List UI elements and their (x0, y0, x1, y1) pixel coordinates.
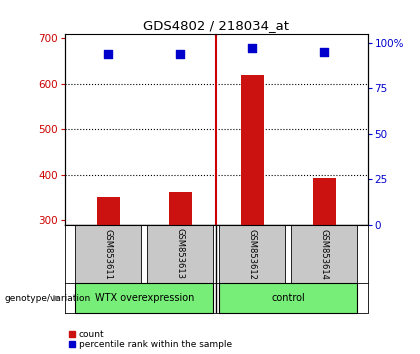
Bar (241, 75, 264, 225)
Bar (219, 225, 286, 283)
Text: genotype/variation: genotype/variation (4, 294, 90, 303)
Bar (97, 198, 120, 225)
Text: control: control (271, 293, 305, 303)
Legend: count, percentile rank within the sample: count, percentile rank within the sample (70, 330, 232, 349)
Point (105, 51, 112, 57)
Title: GDS4802 / 218034_at: GDS4802 / 218034_at (143, 19, 289, 33)
Text: GSM853612: GSM853612 (248, 229, 257, 279)
Point (177, 51, 184, 57)
Bar (75, 225, 142, 283)
Bar (313, 178, 336, 225)
Point (249, 45, 256, 51)
Text: GSM853613: GSM853613 (176, 228, 185, 280)
Bar (219, 283, 357, 313)
Bar (291, 225, 357, 283)
Bar (147, 225, 213, 283)
Text: GSM853614: GSM853614 (320, 229, 329, 279)
Text: GSM853611: GSM853611 (104, 229, 113, 279)
Point (321, 49, 328, 55)
Bar (169, 192, 192, 225)
Text: WTX overexpression: WTX overexpression (94, 293, 194, 303)
Bar (75, 283, 213, 313)
